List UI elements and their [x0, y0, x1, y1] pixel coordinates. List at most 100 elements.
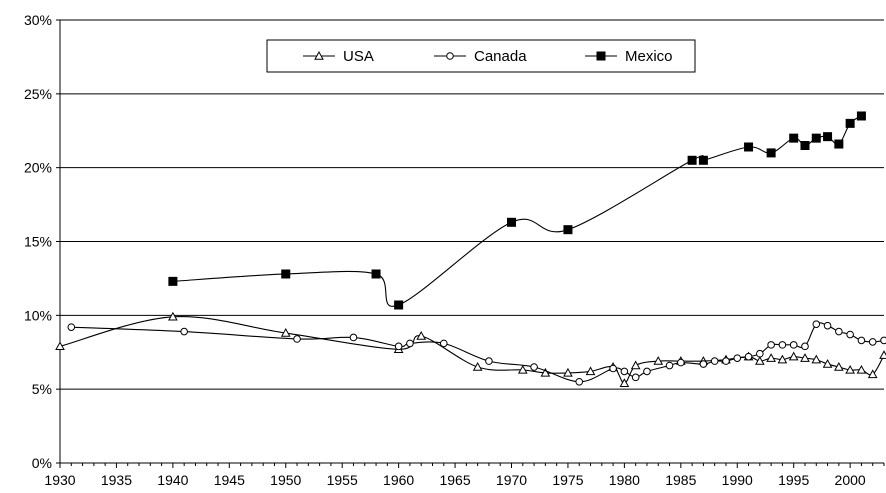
point-mexico: [811, 133, 821, 143]
point-usa: [563, 367, 573, 377]
point-usa: [619, 378, 630, 387]
x-tick-label: 1975: [552, 472, 583, 488]
point-canada: [835, 327, 843, 336]
x-tick-label: 1935: [101, 472, 132, 488]
point-usa: [856, 364, 867, 374]
point-usa: [766, 353, 776, 362]
point-usa: [540, 367, 551, 377]
point-canada: [485, 357, 493, 365]
x-tick-labels: 1930 1935 1940 1945 1950 1955 1960 1965 1970 1975…: [44, 472, 865, 488]
point-canada: [880, 336, 886, 345]
legend-item-canada: Canada: [434, 48, 527, 65]
point-canada: [665, 361, 674, 370]
point-mexico: [744, 142, 754, 152]
point-canada: [857, 336, 866, 345]
axes: [56, 19, 885, 468]
point-canada: [710, 357, 719, 365]
y-tick-label: 25%: [24, 86, 52, 102]
point-usa: [585, 366, 596, 376]
series-mexico: [168, 111, 866, 310]
point-mexico: [856, 111, 866, 121]
point-canada: [846, 330, 854, 339]
x-tick-label: 1960: [383, 472, 414, 488]
point-usa: [822, 359, 833, 368]
point-usa: [777, 354, 788, 364]
point-mexico: [845, 118, 855, 128]
y-tick-label: 0%: [32, 455, 52, 471]
point-canada: [394, 342, 403, 351]
point-canada: [631, 373, 640, 382]
y-tick-label: 15%: [24, 234, 52, 250]
y-tick-label: 20%: [24, 160, 52, 176]
point-mexico: [698, 155, 708, 165]
series-mexico-line: [172, 115, 862, 307]
point-canada: [756, 349, 764, 358]
point-canada: [67, 323, 76, 331]
point-canada: [778, 341, 787, 349]
point-canada: [609, 364, 617, 373]
x-tick-label: 1980: [609, 472, 640, 488]
point-canada: [349, 333, 358, 342]
legend-label-canada: Canada: [474, 48, 527, 65]
x-tick-label: 1985: [665, 472, 696, 488]
point-usa: [754, 356, 765, 365]
point-canada: [868, 338, 877, 346]
point-canada: [744, 352, 753, 361]
point-canada: [575, 377, 584, 386]
point-usa: [168, 311, 178, 321]
point-usa: [788, 351, 799, 361]
x-tick-label: 1940: [157, 472, 188, 488]
x-tick-label: 1950: [270, 472, 301, 488]
point-usa: [833, 361, 844, 371]
x-tick-label: 1945: [214, 472, 245, 488]
y-tick-label: 5%: [32, 381, 52, 397]
y-tick-labels: 0% 5% 10% 15% 20% 25% 30%: [24, 12, 52, 471]
point-canada: [823, 321, 832, 330]
point-mexico: [687, 155, 697, 165]
legend-label-mexico: Mexico: [625, 48, 673, 65]
point-mexico: [507, 217, 517, 227]
point-canada: [677, 358, 685, 367]
x-tick-label: 1930: [44, 472, 75, 488]
point-mexico: [563, 225, 573, 235]
point-canada: [439, 339, 448, 348]
point-canada: [406, 339, 414, 348]
point-canada: [293, 335, 301, 343]
legend-marker-usa: [314, 50, 324, 60]
point-canada: [699, 360, 708, 368]
gridlines: [60, 19, 884, 464]
legend-marker-canada: [446, 52, 454, 60]
legend-item-usa: USA: [303, 48, 374, 65]
point-mexico: [834, 139, 844, 149]
point-canada: [620, 367, 629, 376]
point-mexico: [394, 300, 404, 310]
series-usa: [55, 311, 886, 387]
x-tick-label: 1965: [439, 472, 470, 488]
point-usa: [879, 350, 886, 359]
point-canada: [812, 320, 821, 328]
point-canada: [722, 357, 730, 365]
legend-marker-mexico: [596, 51, 606, 61]
point-usa: [472, 361, 483, 371]
point-mexico: [281, 269, 291, 279]
point-usa: [653, 356, 664, 365]
legend-box: [266, 39, 696, 73]
point-canada: [767, 341, 775, 349]
point-canada: [733, 354, 742, 362]
point-canada: [643, 367, 651, 376]
point-mexico: [371, 269, 381, 279]
point-usa: [416, 330, 427, 340]
point-mexico: [766, 148, 776, 158]
point-canada: [801, 342, 809, 351]
point-usa: [630, 360, 641, 370]
x-tick-label: 1995: [778, 472, 809, 488]
point-usa: [55, 341, 65, 351]
x-tick-label: 2000: [835, 472, 866, 488]
y-tick-label: 30%: [24, 12, 52, 28]
series-canada: [67, 320, 886, 386]
legend-label-usa: USA: [343, 48, 374, 65]
point-mexico: [168, 276, 178, 286]
point-usa: [845, 364, 855, 374]
legend: USA Canada Mexico: [266, 39, 696, 73]
